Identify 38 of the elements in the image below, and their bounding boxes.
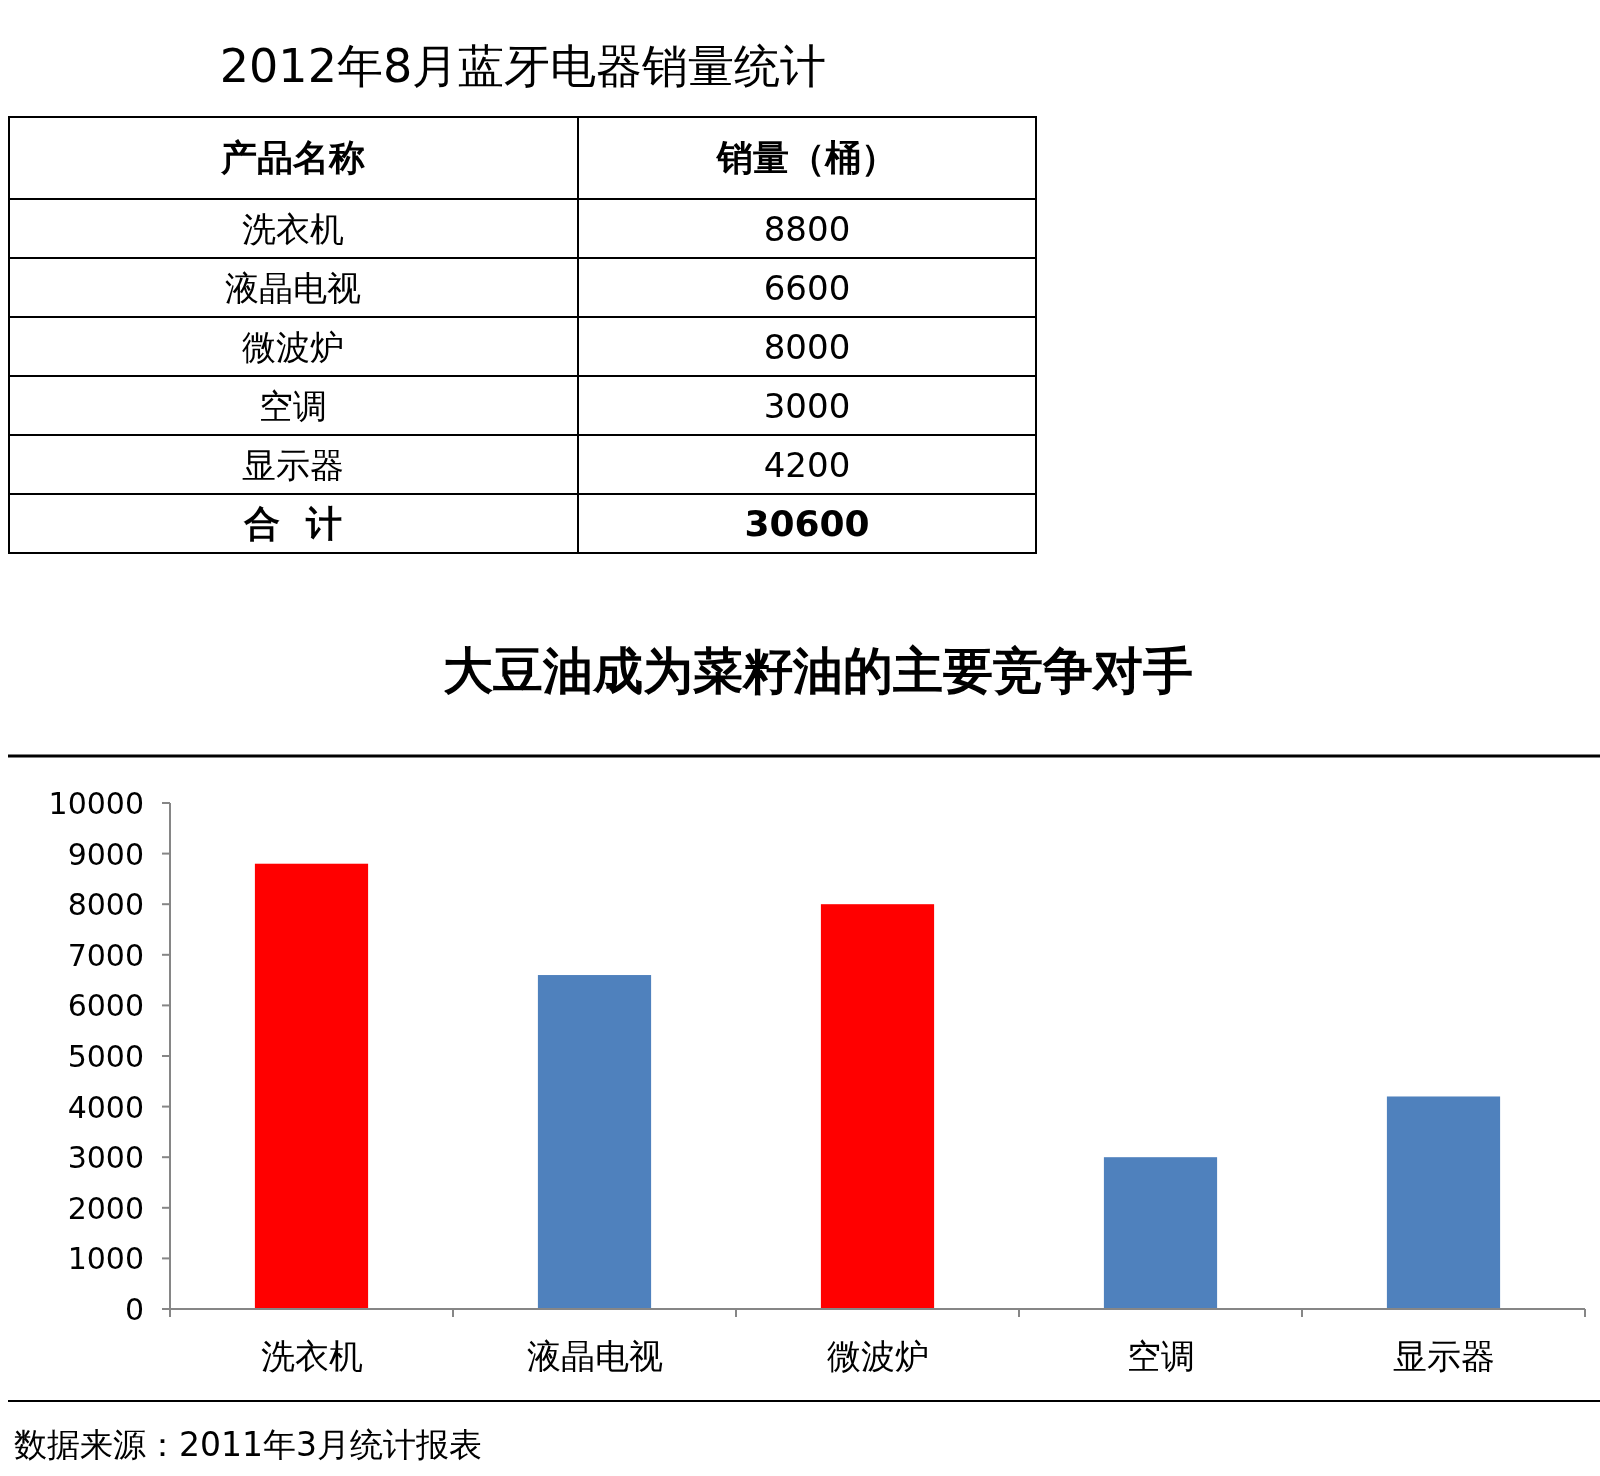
text: 合 计: [243, 502, 342, 544]
bar: [1386, 1096, 1501, 1309]
text: 4200: [763, 444, 851, 485]
y-tick-label: 3000: [67, 1140, 144, 1176]
text: 销量（桶）: [715, 137, 897, 178]
y-tick-label: 6000: [67, 988, 144, 1024]
chart-title: 大豆油成为菜籽油的主要竞争对手: [443, 642, 1193, 700]
text: 产品名称: [220, 137, 365, 178]
bar: [254, 863, 369, 1309]
bar: [820, 904, 935, 1309]
text: 微波炉: [242, 326, 344, 367]
y-tick-label: 9000: [67, 836, 144, 872]
text: 6600: [763, 267, 851, 308]
x-tick-label: 液晶电视: [526, 1336, 663, 1376]
text: 8000: [763, 326, 851, 367]
bar: [537, 975, 652, 1309]
text: 2012年8月蓝牙电器销量统计: [219, 39, 827, 93]
y-tick-label: 8000: [67, 887, 144, 923]
text: 液晶电视: [225, 267, 361, 308]
text: 显示器: [242, 444, 344, 485]
y-tick-label: 0: [124, 1292, 144, 1327]
source-note: 数据来源：2011年3月统计报表: [14, 1425, 482, 1464]
y-tick-label: 2000: [67, 1190, 144, 1226]
text: 30600: [744, 502, 870, 544]
x-tick-label: 微波炉: [826, 1336, 929, 1376]
y-tick-label: 4000: [67, 1089, 144, 1125]
x-tick-label: 空调: [1126, 1336, 1195, 1376]
y-tick-label: 10000: [48, 786, 144, 821]
y-tick-label: 1000: [67, 1241, 144, 1277]
text: 8800: [763, 208, 851, 249]
bar: [1103, 1157, 1218, 1309]
x-tick-label: 洗衣机: [260, 1336, 363, 1376]
y-tick-label: 7000: [67, 937, 144, 973]
text: 洗衣机: [242, 208, 344, 249]
y-tick-label: 5000: [67, 1039, 144, 1074]
x-tick-label: 显示器: [1392, 1336, 1495, 1376]
text: 3000: [763, 385, 851, 426]
text: 空调: [259, 385, 327, 426]
